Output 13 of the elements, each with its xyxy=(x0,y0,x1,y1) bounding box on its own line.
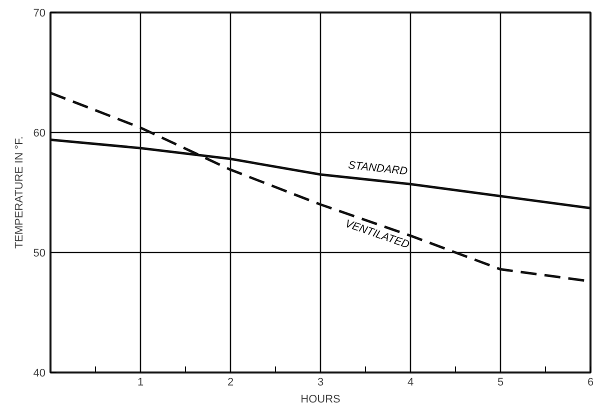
text: STANDARD xyxy=(348,159,408,178)
x-tick-label: 2 xyxy=(227,376,234,388)
y-tick-label: 40 xyxy=(33,368,46,380)
x-tick-label: 6 xyxy=(587,376,594,388)
y-axis-title: TEMPERATURE IN °F. xyxy=(13,136,26,249)
x-tick-label: 1 xyxy=(137,376,144,388)
x-axis-title: HOURS xyxy=(300,394,340,406)
y-tick-label: 70 xyxy=(33,8,46,20)
x-tick-label: 3 xyxy=(317,376,324,388)
x-tick-label: 5 xyxy=(497,376,504,388)
x-tick-label: 4 xyxy=(407,376,414,388)
y-tick-label: 50 xyxy=(33,248,46,260)
y-tick-label: 60 xyxy=(33,128,46,140)
